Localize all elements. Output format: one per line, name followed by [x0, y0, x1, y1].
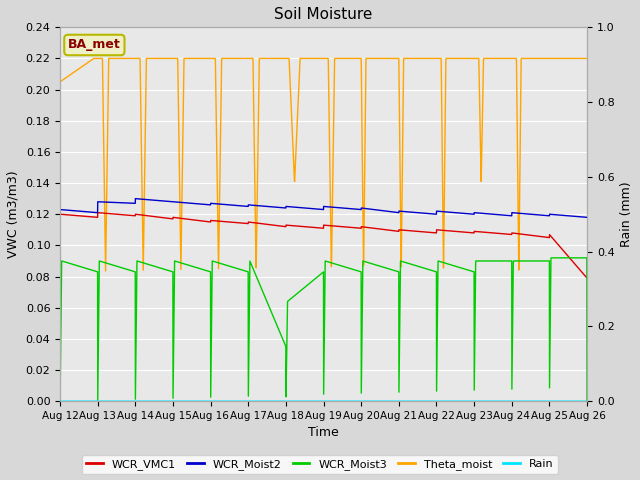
Legend: WCR_VMC1, WCR_Moist2, WCR_Moist3, Theta_moist, Rain: WCR_VMC1, WCR_Moist2, WCR_Moist3, Theta_…	[82, 455, 558, 474]
Title: Soil Moisture: Soil Moisture	[275, 7, 372, 22]
Y-axis label: VWC (m3/m3): VWC (m3/m3)	[7, 170, 20, 258]
Text: BA_met: BA_met	[68, 38, 121, 51]
X-axis label: Time: Time	[308, 426, 339, 440]
Y-axis label: Rain (mm): Rain (mm)	[620, 181, 633, 247]
